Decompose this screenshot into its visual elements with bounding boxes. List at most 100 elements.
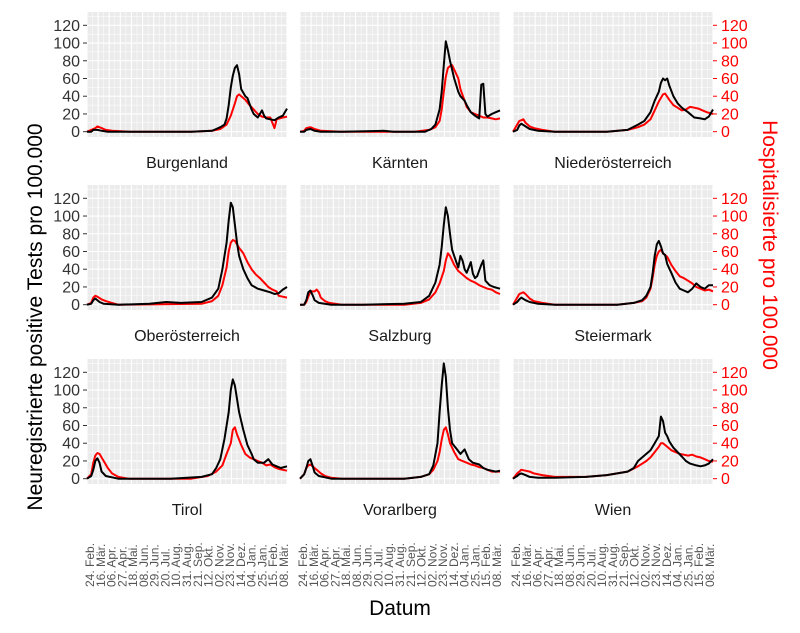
x-tick-label: 29. Jun.: [148, 544, 162, 587]
x-tick-label: 02. Nov.: [425, 543, 439, 587]
positive-tests-line: [299, 362, 501, 480]
positive-tests-line: [86, 378, 288, 480]
y-tick-label-left: 0: [71, 124, 80, 141]
x-tick-label: 14. Dez.: [234, 542, 248, 587]
panel-label: Wien: [595, 502, 631, 519]
y-tick-label-right: 100: [721, 209, 748, 226]
facet-panel: Vorarlberg 24. Feb.16. Mär.06. Apr.27. Ap…: [296, 359, 504, 587]
x-tick-label: 25. Jan.: [255, 544, 269, 587]
y-tick-label-left: 100: [53, 383, 80, 400]
x-tick-label: 29. Jun.: [361, 544, 375, 587]
y-tick-label-left: 120: [53, 365, 80, 382]
hospitalized-line: [512, 442, 714, 480]
x-tick-label: 04. Jan.: [458, 544, 472, 587]
facet-panel: Kärnten: [299, 12, 501, 172]
x-tick-label: 08. Mär.: [490, 544, 504, 587]
y-tick-label-left: 80: [62, 226, 80, 243]
hospitalized-line: [86, 426, 288, 480]
x-tick-label: 24. Feb.: [509, 543, 523, 587]
hospitalized-line: [86, 239, 288, 306]
x-tick-label: 20. Jul.: [584, 548, 598, 587]
y-tick-label-left: 40: [62, 89, 80, 106]
hospitalized-line: [512, 248, 714, 306]
positive-tests-line: [300, 206, 501, 306]
y-tick-label-left: 120: [53, 191, 80, 208]
y-tick-label-right: 60: [721, 418, 739, 435]
x-tick-label: 10. Aug.: [169, 543, 183, 587]
y-tick-label-right: 20: [721, 106, 739, 123]
x-tick-label: 10. Aug.: [595, 543, 609, 587]
x-tick-label: 04. Jan.: [245, 544, 259, 587]
positive-tests-line: [87, 64, 288, 133]
x-tick-label: 18. Mai.: [339, 544, 353, 587]
x-tick-label: 27. Apr.: [115, 546, 129, 587]
x-tick-label: 25. Jan.: [468, 544, 482, 587]
y-tick-label-left: 20: [62, 279, 80, 296]
y-tick-label-right: 20: [721, 453, 739, 470]
x-tick-label: 18. Mai.: [126, 544, 140, 587]
x-tick-label: 29. Jun.: [574, 544, 588, 587]
y-tick-label-right: 0: [721, 297, 730, 314]
positive-tests-line: [512, 415, 714, 480]
x-tick-label: 14. Dez.: [447, 542, 461, 587]
x-tick-label: 21. Sep.: [191, 542, 205, 587]
x-tick-label: 23. Nov.: [436, 543, 450, 587]
y-tick-label-right: 80: [721, 226, 739, 243]
x-tick-label: 12. Okt.: [628, 545, 642, 587]
x-tick-label: 06. Apr.: [318, 546, 332, 587]
panel-label: Vorarlberg: [363, 502, 437, 519]
y-tick-label-left: 120: [53, 18, 80, 35]
y-tick-label-right: 40: [721, 262, 739, 279]
x-tick-label: 08. Mär.: [703, 544, 717, 587]
x-tick-label: 15. Feb.: [266, 543, 280, 587]
x-tick-label: 31. Aug.: [606, 543, 620, 587]
x-tick-label: 08. Mär.: [277, 544, 291, 587]
x-tick-label: 23. Nov.: [649, 543, 663, 587]
x-tick-label: 12. Okt.: [415, 545, 429, 587]
x-tick-label: 20. Jul.: [158, 548, 172, 587]
x-tick-label: 15. Feb.: [692, 543, 706, 587]
panel-label: Oberösterreich: [134, 328, 240, 345]
y-tick-label-left: 20: [62, 453, 80, 470]
y-tick-label-right: 20: [721, 279, 739, 296]
panel-label: Niederösterreich: [554, 155, 671, 172]
x-tick-label: 31. Aug.: [393, 543, 407, 587]
x-tick-label: 20. Jul.: [371, 548, 385, 587]
y-tick-label-right: 60: [721, 244, 739, 261]
panel-label: Kärnten: [372, 155, 428, 172]
y-tick-label-right: 100: [721, 36, 748, 53]
y-tick-label-right: 60: [721, 71, 739, 88]
x-tick-label: 27. Apr.: [328, 546, 342, 587]
y-tick-label-left: 80: [62, 53, 80, 70]
x-tick-label: 06. Apr.: [105, 546, 119, 587]
x-tick-label: 16. Mär.: [307, 544, 321, 587]
positive-tests-line: [86, 201, 288, 306]
y-tick-label-right: 120: [721, 18, 748, 35]
x-tick-label: 27. Apr.: [541, 546, 555, 587]
hospitalized-line: [512, 92, 714, 133]
positive-tests-line: [512, 239, 713, 306]
y-tick-label-right: 80: [721, 53, 739, 70]
positive-tests-line: [512, 77, 714, 133]
x-tick-label: 06. Apr.: [531, 546, 545, 587]
facet-panel: Salzburg: [299, 185, 501, 345]
y-axis-title-right: Hospitalisierte pro 100.000: [758, 120, 781, 370]
y-tick-label-right: 40: [721, 436, 739, 453]
y-tick-label-right: 40: [721, 89, 739, 106]
x-tick-label: 24. Feb.: [296, 543, 310, 587]
x-tick-label: 02. Nov.: [638, 543, 652, 587]
panel-label: Salzburg: [368, 328, 431, 345]
x-tick-label: 16. Mär.: [94, 544, 108, 587]
y-tick-label-left: 60: [62, 71, 80, 88]
x-tick-label: 18. Mai.: [552, 544, 566, 587]
y-tick-label-right: 0: [721, 471, 730, 488]
x-tick-label: 02. Nov.: [212, 543, 226, 587]
y-tick-label-left: 20: [62, 106, 80, 123]
y-tick-label-left: 100: [53, 36, 80, 53]
y-tick-label-left: 100: [53, 209, 80, 226]
positive-tests-line: [300, 40, 501, 133]
y-tick-label-left: 40: [62, 436, 80, 453]
